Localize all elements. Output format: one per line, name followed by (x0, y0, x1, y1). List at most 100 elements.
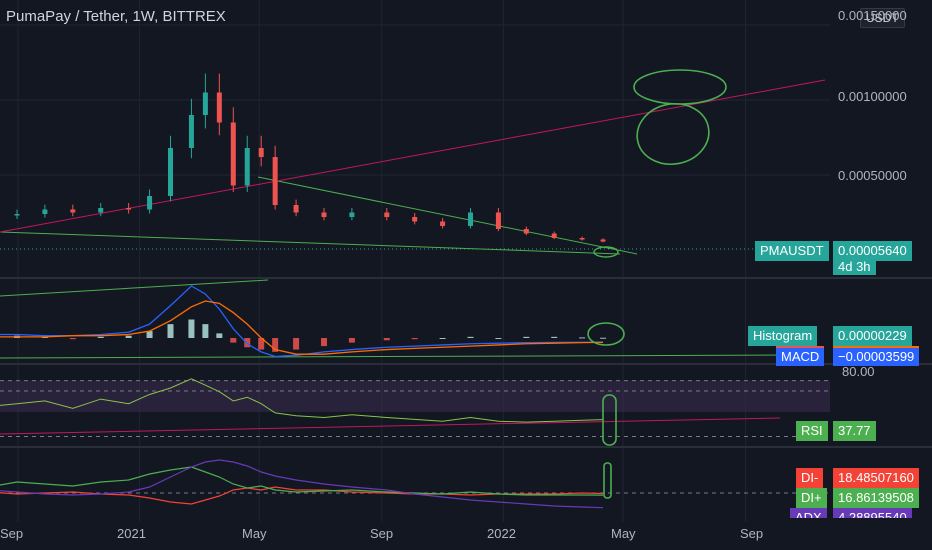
drawn-ellipse-bottom (636, 103, 710, 165)
hand-drawings (587, 69, 727, 499)
candle-body (293, 205, 299, 213)
histogram-bar (383, 338, 390, 341)
candle-body (600, 239, 606, 242)
drawn-ellipse-price (593, 246, 619, 258)
candle-body (579, 238, 585, 240)
candles (14, 73, 606, 243)
time-label-sep-2022: Sep (740, 526, 764, 541)
candle-body (167, 148, 173, 196)
histogram-bar (579, 337, 586, 339)
drawn-box-dmi (603, 462, 612, 499)
candle-body (70, 209, 76, 213)
macd-trendline (0, 279, 269, 297)
adx-label: ADX (790, 508, 827, 518)
rsi-level-80: 80.00 (842, 364, 875, 379)
currency-button[interactable]: USDT (860, 8, 905, 28)
candle-body (202, 92, 208, 115)
histogram-bar (230, 338, 237, 343)
grid (0, 0, 830, 522)
signal-line (0, 300, 604, 355)
drawn-ellipse-macd (587, 322, 625, 346)
candle-body (321, 212, 327, 217)
histogram-bar (272, 338, 279, 352)
candle-body (468, 212, 474, 226)
rsi-zone (0, 380, 830, 412)
candle-body (272, 157, 278, 205)
time-label-2021: 2021 (117, 526, 146, 541)
candle-body (349, 212, 355, 217)
candle-body (258, 148, 264, 157)
price-label-1: 0.00150000 (838, 8, 907, 23)
macd-base-trendline (0, 354, 791, 359)
histogram-bar (551, 336, 558, 338)
candle-body (188, 115, 194, 148)
di-minus-line (0, 486, 604, 505)
time-label-may-2022: May (611, 526, 636, 541)
candle-body (230, 122, 236, 186)
rsi-trendline (0, 417, 781, 435)
time-label-sep-2020: Sep (0, 526, 24, 541)
histogram-bar (216, 333, 223, 338)
rsi-band (0, 380, 830, 412)
histogram-bar (97, 336, 104, 338)
candle-body (42, 209, 48, 214)
candle-body (384, 212, 390, 217)
macd-label: MACD (776, 346, 825, 366)
candle-body (440, 221, 446, 226)
histogram-bar (167, 324, 174, 338)
candle-body (523, 229, 529, 234)
histogram-bar (69, 338, 76, 340)
candle-body (14, 214, 20, 216)
candle-body (551, 233, 557, 238)
rsi-value: 37.77 (833, 421, 876, 441)
candle-body (126, 208, 132, 210)
histogram-bar (439, 338, 446, 339)
rsi-pane (0, 378, 830, 437)
histogram-bar (320, 338, 327, 347)
drawn-ellipse-top (633, 69, 727, 105)
time-label-may-2021: May (242, 526, 267, 541)
candle-body (216, 92, 222, 123)
histogram-bar (244, 338, 251, 348)
histogram-bar (146, 331, 153, 338)
last-price-tag: 0.00005640 (833, 241, 912, 261)
price-label-2: 0.00100000 (838, 89, 907, 104)
di-plus-value: 16.86139508 (833, 488, 919, 508)
adx-line (0, 459, 604, 509)
pair-tag: PMAUSDT (755, 241, 829, 261)
time-label-sep-2021: Sep (370, 526, 394, 541)
macd-pane (0, 285, 607, 358)
histogram-value: 0.00000229 (833, 326, 912, 346)
candle-body (495, 212, 501, 229)
di-minus-value: 18.48507160 (833, 468, 919, 488)
rsi-label: RSI (796, 421, 828, 441)
candle-body (412, 217, 418, 222)
histogram-bar (411, 338, 418, 340)
histogram-bar (188, 319, 195, 338)
di-minus-label: DI- (796, 468, 824, 488)
price-label-3: 0.00050000 (838, 168, 907, 183)
histogram-bar (348, 338, 355, 343)
histogram-bar (523, 336, 530, 338)
macd-line (0, 285, 604, 358)
histogram-bar (600, 337, 607, 339)
dmi-pane (0, 459, 830, 509)
macd-value: −0.00003599 (833, 346, 920, 366)
di-plus-line (0, 466, 604, 496)
histogram-bar (495, 338, 502, 339)
countdown-tag: 4d 3h (833, 259, 876, 275)
histogram-bar (125, 335, 132, 338)
histogram-bar (202, 324, 209, 338)
chart-title: PumaPay / Tether, 1W, BITTREX (6, 8, 226, 25)
histogram-bar (258, 338, 265, 350)
histogram-label: Histogram (748, 326, 818, 346)
rsi-line (0, 378, 604, 423)
histogram-bar (467, 336, 474, 338)
histogram-bar (293, 338, 300, 350)
time-label-2022: 2022 (487, 526, 516, 541)
adx-value: 4.28895540 (833, 508, 912, 518)
di-plus-label: DI+ (796, 488, 827, 508)
candle-body (244, 148, 250, 186)
support-trendline (0, 231, 621, 255)
